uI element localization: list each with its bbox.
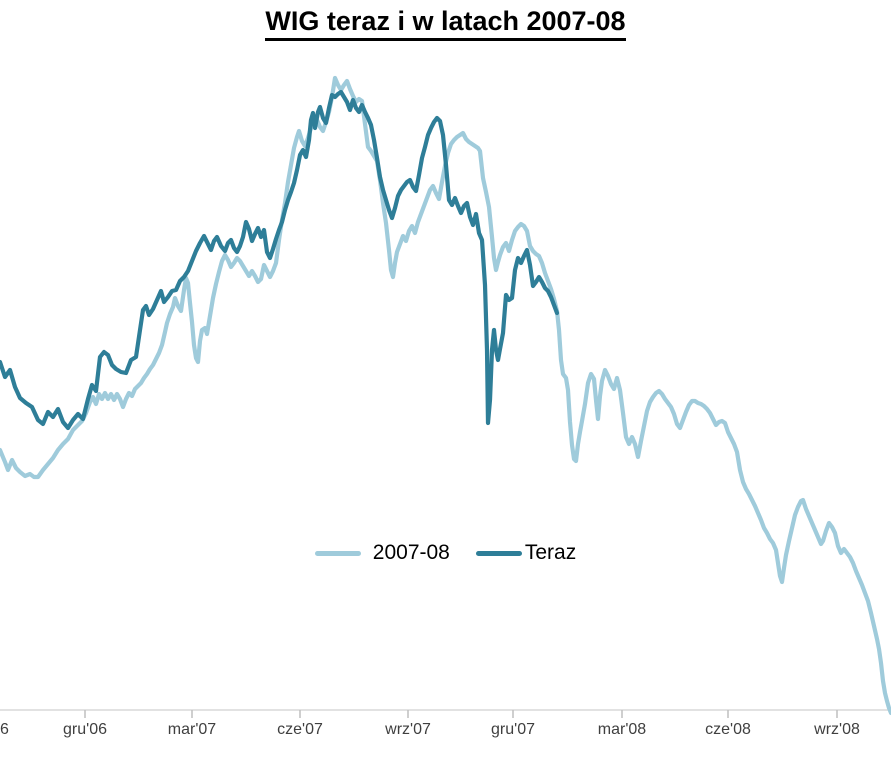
series-line-teraz <box>0 89 560 431</box>
legend-swatch-teraz <box>475 550 522 556</box>
legend: 2007-08 Teraz <box>0 541 891 565</box>
chart-title-wrap: WIG teraz i w latach 2007-08 <box>0 6 891 41</box>
chart-title: WIG teraz i w latach 2007-08 <box>265 6 626 41</box>
legend-entry-teraz: Teraz <box>475 541 577 565</box>
legend-label-2007-08: 2007-08 <box>372 541 450 564</box>
legend-swatch-2007-08 <box>314 550 361 556</box>
series-line-2007-08 <box>0 75 891 716</box>
legend-entry-2007-08: 2007-08 <box>314 541 450 565</box>
legend-label-teraz: Teraz <box>524 541 577 564</box>
